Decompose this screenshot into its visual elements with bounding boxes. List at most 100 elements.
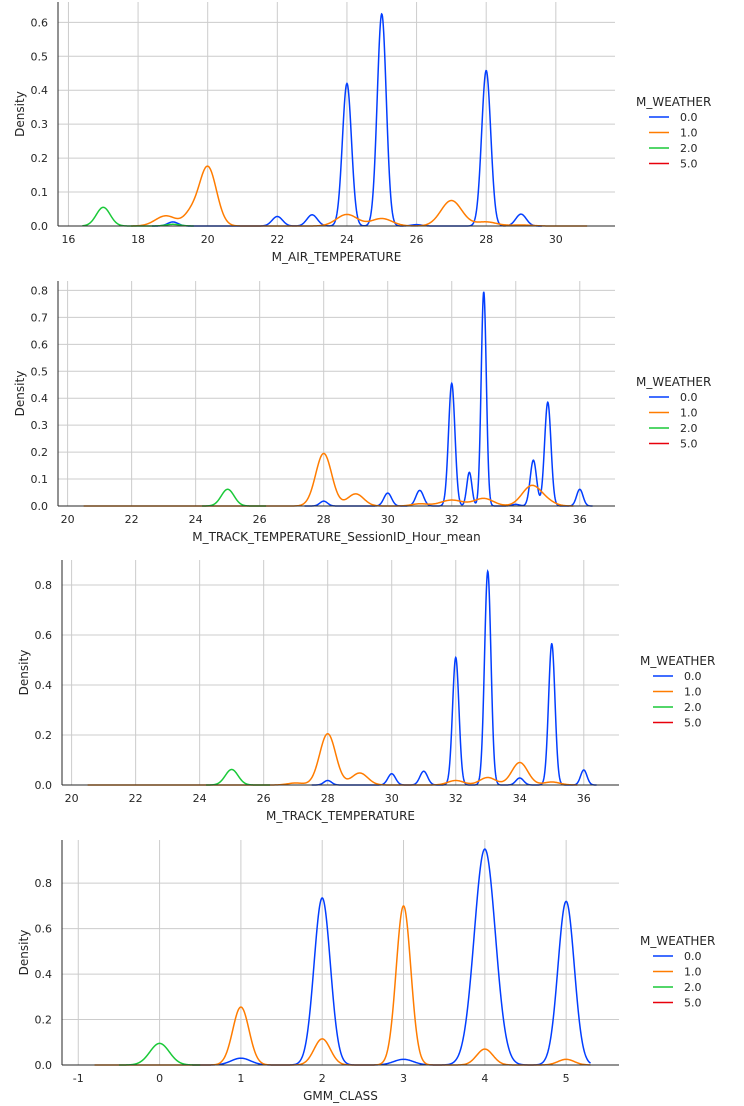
legend-label: 1.0 (680, 407, 698, 420)
grid (62, 560, 619, 786)
x-tick-label: 24 (340, 233, 354, 246)
x-tick-labels: 16 18 20 22 24 26 28 30 (61, 233, 562, 246)
y-tick-label: 0.2 (35, 1014, 53, 1027)
y-tick-labels: 0.0 0.2 0.4 0.6 0.8 (35, 877, 53, 1072)
legend-label: 1.0 (680, 127, 698, 140)
density-curve-weather-2-0 (202, 488, 267, 507)
y-tick-label: 0.6 (31, 338, 49, 351)
x-tick-label: 18 (131, 233, 145, 246)
density-curves (82, 12, 588, 227)
y-tick-label: 0.6 (35, 923, 53, 936)
x-tick-label: 32 (449, 792, 463, 805)
x-tick-label: 26 (257, 792, 271, 805)
legend-title: M_WEATHER (636, 95, 711, 109)
density-curve-weather-1-0 (94, 905, 591, 1066)
x-axis-label: GMM_CLASS (303, 1089, 378, 1103)
legend-title: M_WEATHER (636, 375, 711, 389)
y-tick-label: 0.0 (31, 220, 49, 233)
y-tick-label: 0.2 (35, 729, 53, 742)
legend-label: 2.0 (684, 981, 702, 994)
y-tick-label: 0.4 (31, 84, 49, 97)
x-tick-label: 16 (61, 233, 75, 246)
x-tick-label: 36 (573, 513, 587, 526)
x-tick-label: 28 (317, 513, 331, 526)
x-tick-label: 30 (381, 513, 395, 526)
x-tick-label: 30 (385, 792, 399, 805)
y-tick-label: 0.8 (31, 284, 49, 297)
x-tick-label: 20 (61, 513, 75, 526)
y-axis-label: Density (17, 650, 31, 696)
y-tick-label: 0.1 (31, 473, 49, 486)
legend-label: 0.0 (680, 111, 698, 124)
y-tick-label: 0.8 (35, 877, 53, 890)
density-curve-weather-1-0 (83, 452, 574, 507)
x-tick-label: 20 (65, 792, 79, 805)
x-tick-label: 30 (549, 233, 563, 246)
legend-label: 2.0 (684, 701, 702, 714)
x-tick-label: 26 (410, 233, 424, 246)
legend: M_WEATHER 0.0 1.0 2.0 5.0 (640, 934, 715, 1010)
grid (62, 840, 619, 1066)
legend-title: M_WEATHER (640, 654, 715, 668)
y-tick-labels: 0.0 0.1 0.2 0.3 0.4 0.5 0.6 (31, 16, 49, 233)
x-tick-label: 34 (513, 792, 527, 805)
legend-title: M_WEATHER (640, 934, 715, 948)
legend-label: 5.0 (680, 158, 698, 171)
air-temperature-panel: 16 18 20 22 24 26 28 30 0.0 0.1 0.2 0.3 0.4 0.5 0.6 M_A… (13, 2, 711, 264)
legend-label: 1.0 (684, 966, 702, 979)
x-tick-label: -1 (73, 1072, 84, 1085)
legend: M_WEATHER 0.0 1.0 2.0 5.0 (636, 95, 711, 171)
x-tick-label: 0 (156, 1072, 163, 1085)
y-tick-label: 0.2 (31, 446, 49, 459)
x-axis-label: M_AIR_TEMPERATURE (272, 250, 402, 264)
y-tick-label: 0.3 (31, 118, 49, 131)
y-tick-label: 0.5 (31, 50, 49, 63)
legend-label: 5.0 (680, 438, 698, 451)
y-axis-label: Density (13, 371, 27, 417)
density-curve-weather-1-0 (87, 732, 578, 786)
x-tick-label: 2 (319, 1072, 326, 1085)
grid (58, 2, 615, 227)
x-tick-label: 22 (125, 513, 139, 526)
legend: M_WEATHER 0.0 1.0 2.0 5.0 (640, 654, 715, 730)
y-tick-label: 0.5 (31, 365, 49, 378)
x-tick-label: 28 (479, 233, 493, 246)
gmm-class-panel: -1 0 1 2 3 4 5 0.0 0.2 0.4 0.6 0.8 GMM_CLASS Density M… (17, 840, 715, 1103)
y-tick-label: 0.4 (35, 679, 53, 692)
x-axis-label: M_TRACK_TEMPERATURE_SessionID_Hour_mean (192, 530, 481, 544)
x-tick-label: 24 (193, 792, 207, 805)
x-tick-label: 5 (563, 1072, 570, 1085)
x-tick-label: 1 (237, 1072, 244, 1085)
y-tick-label: 0.6 (31, 16, 49, 29)
legend-label: 2.0 (680, 142, 698, 155)
y-tick-label: 0.2 (31, 152, 49, 165)
y-tick-label: 0.6 (35, 629, 53, 642)
y-tick-label: 0.0 (31, 500, 49, 513)
legend-label: 5.0 (684, 717, 702, 730)
x-tick-label: 34 (509, 513, 523, 526)
density-curve-weather-1-0 (131, 165, 588, 227)
x-tick-labels: -1 0 1 2 3 4 5 (73, 1072, 570, 1085)
x-tick-label: 22 (129, 792, 143, 805)
x-axis-label: M_TRACK_TEMPERATURE (266, 809, 415, 823)
track-temperature-panel: 20 22 24 26 28 30 32 34 36 0.0 0.2 0.4 0.6 0.8 M_TRACK… (17, 560, 715, 823)
y-tick-label: 0.0 (35, 779, 53, 792)
x-tick-label: 3 (400, 1072, 407, 1085)
y-tick-label: 0.0 (35, 1059, 53, 1072)
legend: M_WEATHER 0.0 1.0 2.0 5.0 (636, 375, 711, 451)
density-curves (94, 848, 591, 1066)
y-tick-labels: 0.0 0.1 0.2 0.3 0.4 0.5 0.6 0.7 0.8 (31, 284, 49, 513)
y-tick-label: 0.3 (31, 419, 49, 432)
density-curve-weather-0-0 (311, 568, 597, 786)
density-curve-weather-2-0 (206, 768, 271, 786)
x-tick-label: 22 (270, 233, 284, 246)
y-tick-label: 0.8 (35, 579, 53, 592)
density-curve-weather-0-0 (192, 848, 591, 1066)
track-temperature-session-mean-panel: 20 22 24 26 28 30 32 34 360.00.10.20.30.40.50.60… (13, 281, 711, 544)
legend-label: 0.0 (684, 670, 702, 683)
density-curve-weather-0-0 (304, 291, 593, 507)
y-tick-label: 0.1 (31, 186, 49, 199)
x-tick-label: 36 (577, 792, 591, 805)
y-tick-label: 0.4 (35, 968, 53, 981)
